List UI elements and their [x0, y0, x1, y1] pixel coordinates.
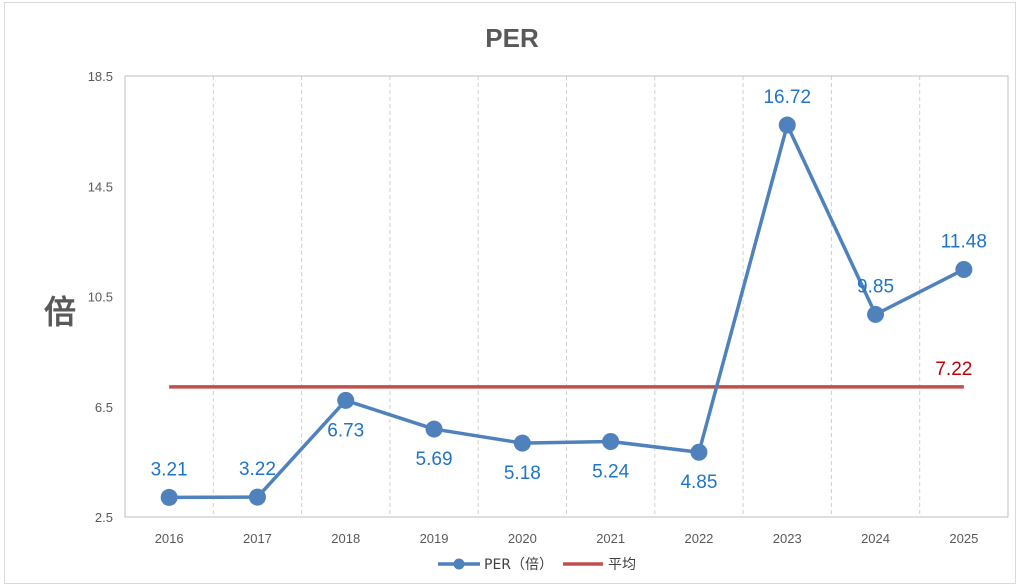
per-data-point [513, 434, 531, 452]
legend-average-label: 平均 [608, 557, 636, 573]
y-tick-label: 18.5 [88, 69, 113, 84]
per-data-label: 4.85 [680, 472, 717, 493]
per-data-point [778, 116, 796, 134]
x-tick-label: 2018 [331, 531, 360, 546]
y-tick-label: 10.5 [88, 290, 113, 305]
per-data-label: 3.21 [151, 459, 188, 480]
per-data-label: 5.24 [592, 461, 629, 482]
per-data-point [337, 391, 355, 409]
plot-border [124, 75, 1009, 518]
x-tick-label: 2023 [773, 531, 802, 546]
per-data-point [602, 432, 620, 450]
x-tick-label: 2017 [243, 531, 272, 546]
per-data-label: 6.73 [327, 420, 364, 441]
x-tick-label: 2022 [684, 531, 713, 546]
per-series-line [169, 123, 965, 500]
per-data-label: 5.18 [504, 463, 541, 484]
x-tick-label: 2024 [861, 531, 890, 546]
x-tick-label: 2020 [508, 531, 537, 546]
legend-per-label: PER（倍） [484, 557, 553, 573]
plot-area: 2.5 6.5 10.5 14.5 18.5 2016 2017 2018 2019 2020 20… [88, 69, 1009, 546]
x-tick-label: 2016 [155, 531, 184, 546]
per-data-label: 16.72 [763, 87, 811, 108]
per-data-point [690, 443, 708, 461]
x-tick-label: 2025 [949, 531, 978, 546]
per-data-label: 9.85 [857, 276, 894, 297]
average-value-label: 7.22 [935, 359, 972, 380]
per-data-label: 3.22 [239, 459, 276, 480]
per-data-point [955, 260, 973, 278]
per-data-label: 5.69 [416, 449, 453, 470]
chart-frame [4, 2, 1016, 584]
x-tick-label: 2021 [596, 531, 625, 546]
y-tick-label: 14.5 [88, 179, 113, 194]
legend-per-marker [453, 558, 465, 570]
per-data-point [248, 488, 266, 506]
y-tick-label: 2.5 [95, 510, 113, 525]
chart-title: PER [485, 23, 539, 53]
y-axis-label: 倍 [44, 293, 76, 331]
per-data-label: 11.48 [941, 231, 987, 252]
y-tick-label: 6.5 [95, 400, 113, 415]
per-data-point [160, 488, 178, 506]
per-data-point [425, 420, 443, 438]
per-data-point [867, 305, 885, 323]
legend: PER（倍） 平均 [438, 557, 636, 573]
x-tick-label: 2019 [420, 531, 449, 546]
